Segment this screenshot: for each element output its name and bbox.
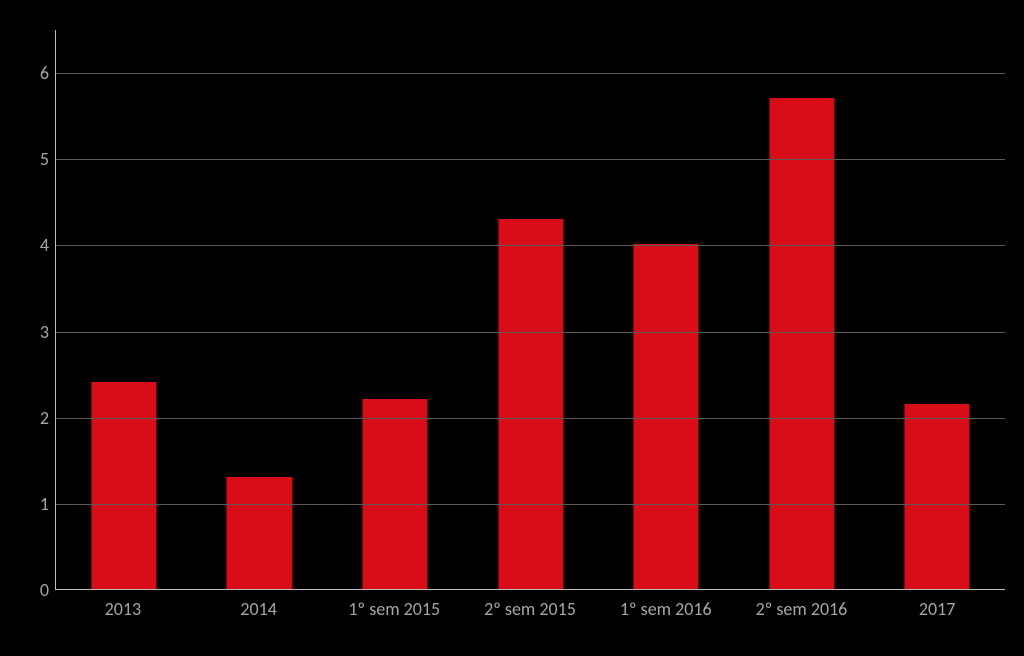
plot-area	[55, 30, 1005, 590]
y-tick-label: 2	[9, 407, 49, 429]
bar	[769, 98, 834, 589]
bar-slot	[869, 30, 1005, 589]
y-tick-label: 4	[9, 234, 49, 256]
bar	[91, 382, 156, 589]
bar-slot	[734, 30, 870, 589]
x-tick-label: 2º sem 2015	[462, 598, 598, 620]
y-tick-label: 5	[9, 148, 49, 170]
gridline	[56, 332, 1005, 333]
bar-slot	[192, 30, 328, 589]
x-tick-label: 2014	[191, 598, 327, 620]
bar	[362, 399, 427, 589]
x-tick-label: 1º sem 2016	[598, 598, 734, 620]
y-tick-label: 6	[9, 62, 49, 84]
x-tick-label: 1º sem 2015	[326, 598, 462, 620]
bar	[227, 477, 292, 589]
x-tick-label: 2013	[55, 598, 191, 620]
bar-slot	[463, 30, 599, 589]
bar	[905, 404, 970, 589]
bar	[498, 219, 563, 589]
bar-slot	[56, 30, 192, 589]
gridline	[56, 245, 1005, 246]
x-axis-labels: 201320141º sem 20152º sem 20151º sem 201…	[55, 598, 1005, 620]
bar-slot	[327, 30, 463, 589]
y-tick-label: 0	[9, 579, 49, 601]
y-tick-label: 1	[9, 493, 49, 515]
bar-chart: 201320141º sem 20152º sem 20151º sem 201…	[0, 0, 1024, 656]
gridline	[56, 159, 1005, 160]
gridline	[56, 73, 1005, 74]
x-tick-label: 2º sem 2016	[734, 598, 870, 620]
bars-row	[56, 30, 1005, 589]
x-tick-label: 2017	[869, 598, 1005, 620]
gridline	[56, 418, 1005, 419]
bar	[634, 244, 699, 589]
gridline	[56, 504, 1005, 505]
bar-slot	[598, 30, 734, 589]
y-tick-label: 3	[9, 321, 49, 343]
